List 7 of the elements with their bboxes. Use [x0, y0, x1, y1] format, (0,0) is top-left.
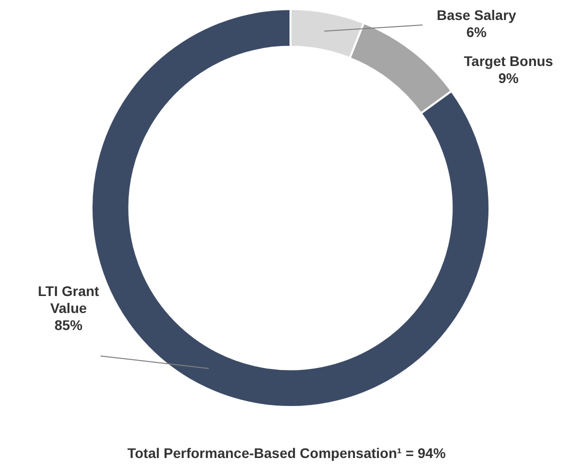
slice-label: LTI Grant Value: [38, 282, 100, 316]
data-label: 6%: [466, 24, 488, 40]
slice-label: Target Bonus: [464, 52, 554, 69]
text: Total Performance-Based Compensation¹ = 94%: [127, 444, 446, 461]
data-label: 85%: [54, 316, 84, 333]
slice-label: Base Salary: [436, 6, 516, 23]
data-label: 9%: [498, 70, 520, 86]
